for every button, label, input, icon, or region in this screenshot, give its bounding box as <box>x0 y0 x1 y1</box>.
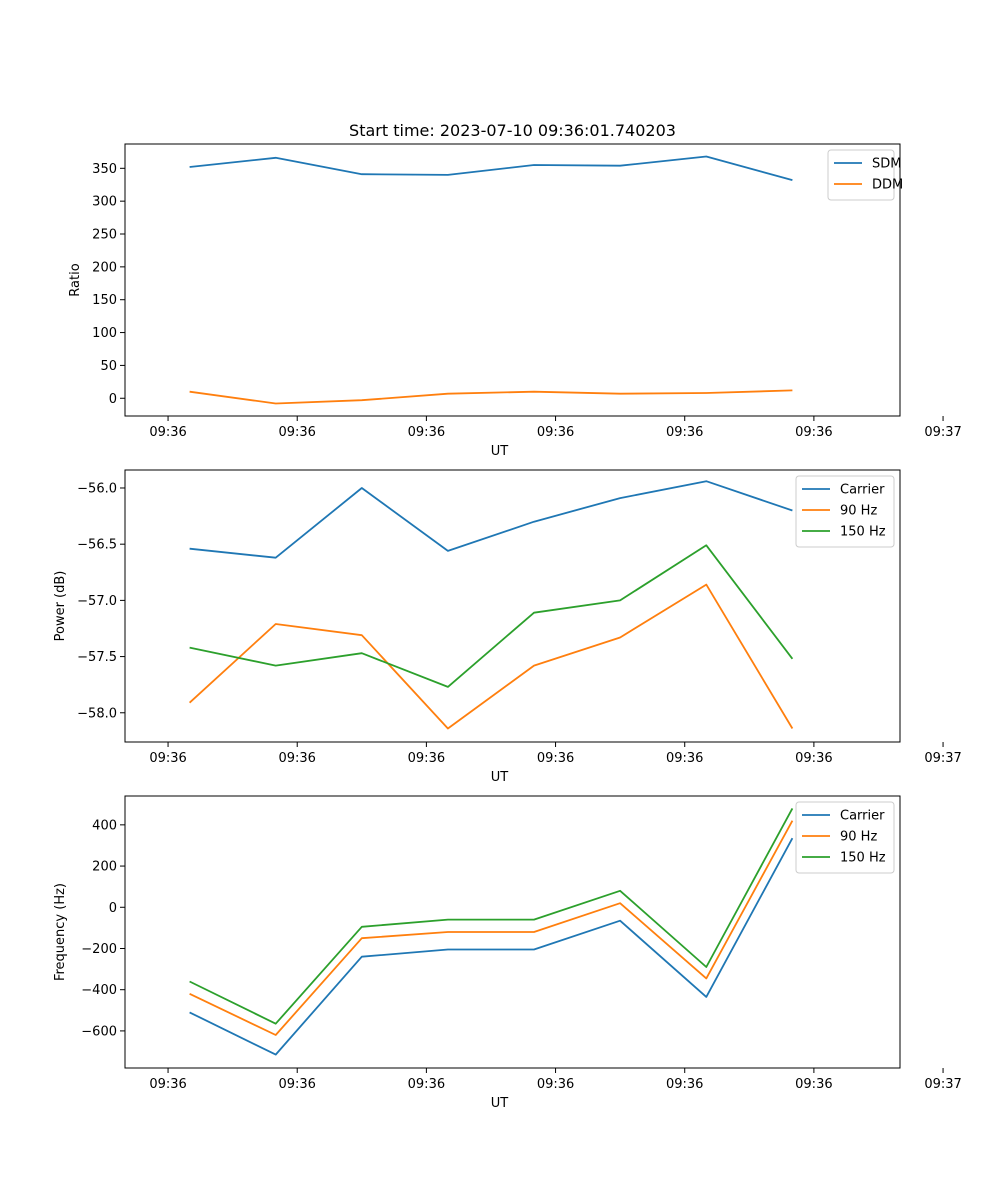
y-tick-label: 100 <box>92 326 117 341</box>
plot-frame <box>124 469 901 743</box>
x-axis-label: UT <box>491 1096 509 1111</box>
series-line-carrier <box>189 480 793 559</box>
y-tick-label: 300 <box>92 195 117 210</box>
x-tick-label: 09:36 <box>537 751 574 766</box>
y-tick-label: −600 <box>81 1024 117 1039</box>
x-tick-label: 09:37 <box>924 425 961 440</box>
x-tick-label: 09:36 <box>795 751 832 766</box>
x-tick-label: 09:36 <box>149 425 186 440</box>
y-tick-label: −57.0 <box>77 594 117 609</box>
legend-box <box>795 475 895 548</box>
series-line-carrier <box>189 837 794 1056</box>
series-line-90-hz <box>188 583 794 730</box>
legend-label: 150 Hz <box>840 851 886 866</box>
x-tick-label: 09:36 <box>795 1077 832 1092</box>
legend-label: Carrier <box>840 809 885 824</box>
legend-label: 150 Hz <box>840 525 886 540</box>
y-tick-label: −57.5 <box>77 650 117 665</box>
chart-2: −58.0 −57.5 −57.0 −56.5 −56.0 09:36 09:36 09:36… <box>53 469 962 785</box>
y-tick-label: 0 <box>109 901 117 916</box>
y-tick-label: 200 <box>92 860 117 875</box>
y-tick-label: −56.0 <box>77 481 117 496</box>
x-axis-label: UT <box>491 770 509 785</box>
y-tick-label: 50 <box>100 359 117 374</box>
y-tick-label: 400 <box>92 818 117 833</box>
y-axis-label: Ratio <box>68 263 83 296</box>
y-tick-label: −200 <box>81 942 117 957</box>
x-tick-label: 09:36 <box>278 425 315 440</box>
series-line-ddm <box>189 389 793 405</box>
y-tick-label: 250 <box>92 228 117 243</box>
x-tick-label: 09:36 <box>666 425 703 440</box>
series-line-90-hz <box>189 820 794 1036</box>
figure-title: Start time: 2023-07-10 09:36:01.740203 <box>349 121 676 140</box>
x-tick-label: 09:37 <box>924 751 961 766</box>
y-tick-label: 200 <box>92 260 117 275</box>
y-tick-label: −56.5 <box>77 538 117 553</box>
y-axis-label: Power (dB) <box>53 571 68 642</box>
y-axis-label: Frequency (Hz) <box>53 883 68 981</box>
legend-box <box>795 801 895 874</box>
series-line-150-hz <box>189 807 794 1025</box>
legend: Carrier 90 Hz 150 Hz <box>795 475 895 548</box>
y-tick-label: −58.0 <box>77 706 117 721</box>
x-tick-label: 09:36 <box>408 751 445 766</box>
x-tick-label: 09:36 <box>537 425 574 440</box>
x-tick-label: 09:37 <box>924 1077 961 1092</box>
chart-1: 0 50 100 150 200 250 300 350 09:36 09:36 09:36 09:3… <box>68 143 962 459</box>
legend-label: Carrier <box>840 483 885 498</box>
legend: SDM DDM <box>827 149 903 201</box>
chart-3: −600 −400 −200 0 200 400 09:36 09:36 09:36 09:36 0… <box>53 795 962 1111</box>
x-tick-label: 09:36 <box>666 751 703 766</box>
y-tick-label: 150 <box>92 293 117 308</box>
y-tick-label: 0 <box>109 392 117 407</box>
plot-frame <box>124 143 901 417</box>
x-tick-label: 09:36 <box>408 1077 445 1092</box>
legend-label: 90 Hz <box>840 504 877 519</box>
y-tick-label: 350 <box>92 162 117 177</box>
legend: Carrier 90 Hz 150 Hz <box>795 801 895 874</box>
x-tick-label: 09:36 <box>408 425 445 440</box>
plot-frame <box>124 795 901 1069</box>
x-axis-label: UT <box>491 444 509 459</box>
series-line-150-hz <box>189 544 794 688</box>
x-tick-label: 09:36 <box>278 751 315 766</box>
x-tick-label: 09:36 <box>149 751 186 766</box>
legend-label: 90 Hz <box>840 830 877 845</box>
legend-label: DDM <box>872 178 903 193</box>
x-tick-label: 09:36 <box>795 425 832 440</box>
x-tick-label: 09:36 <box>278 1077 315 1092</box>
x-tick-label: 09:36 <box>149 1077 186 1092</box>
x-tick-label: 09:36 <box>666 1077 703 1092</box>
series-line-sdm <box>189 155 793 181</box>
x-tick-label: 09:36 <box>537 1077 574 1092</box>
legend-label: SDM <box>872 157 901 172</box>
y-tick-label: −400 <box>81 983 117 998</box>
